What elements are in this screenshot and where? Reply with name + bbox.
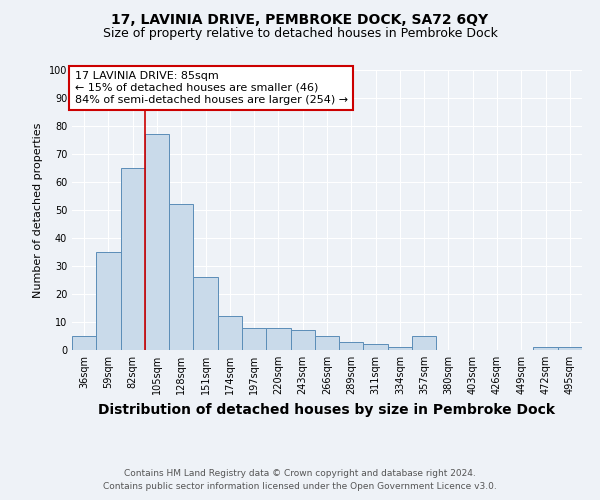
Text: Contains public sector information licensed under the Open Government Licence v3: Contains public sector information licen… (103, 482, 497, 491)
Text: 17, LAVINIA DRIVE, PEMBROKE DOCK, SA72 6QY: 17, LAVINIA DRIVE, PEMBROKE DOCK, SA72 6… (112, 12, 488, 26)
Bar (121, 168, 145, 350)
Bar (533, 347, 558, 350)
Y-axis label: Number of detached properties: Number of detached properties (33, 122, 43, 298)
Bar (96, 252, 121, 350)
Text: Contains HM Land Registry data © Crown copyright and database right 2024.: Contains HM Land Registry data © Crown c… (124, 468, 476, 477)
Text: 17 LAVINIA DRIVE: 85sqm
← 15% of detached houses are smaller (46)
84% of semi-de: 17 LAVINIA DRIVE: 85sqm ← 15% of detache… (74, 72, 347, 104)
Bar (290, 330, 315, 350)
Bar (412, 336, 436, 350)
Bar (145, 134, 169, 350)
X-axis label: Distribution of detached houses by size in Pembroke Dock: Distribution of detached houses by size … (98, 402, 556, 416)
Bar (266, 328, 290, 350)
Text: Size of property relative to detached houses in Pembroke Dock: Size of property relative to detached ho… (103, 28, 497, 40)
Bar (218, 316, 242, 350)
Bar (315, 336, 339, 350)
Bar (388, 347, 412, 350)
Bar (72, 336, 96, 350)
Bar (339, 342, 364, 350)
Bar (169, 204, 193, 350)
Bar (242, 328, 266, 350)
Bar (364, 344, 388, 350)
Bar (193, 277, 218, 350)
Bar (558, 347, 582, 350)
